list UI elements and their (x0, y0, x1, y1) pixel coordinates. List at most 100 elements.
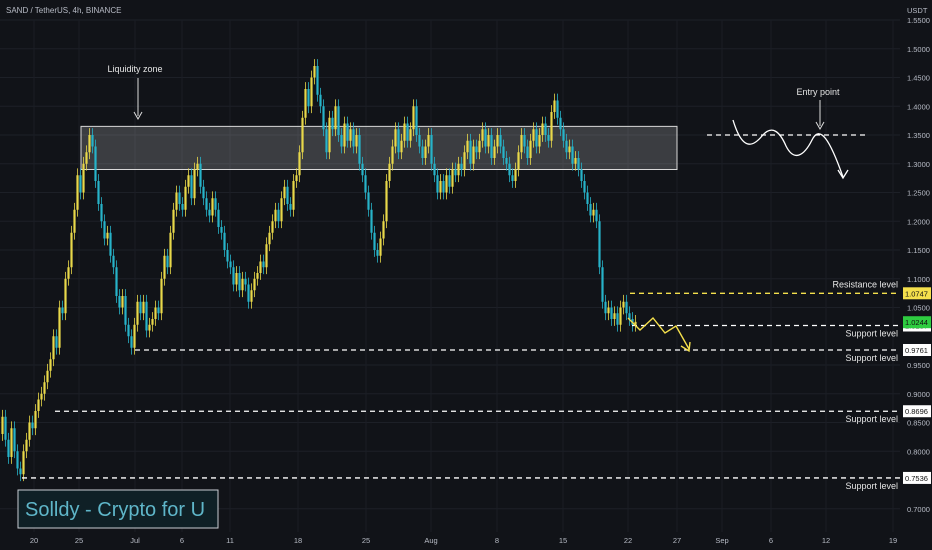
candle-body (586, 192, 589, 204)
candle-body (250, 290, 253, 302)
y-tick-label: 1.5000 (907, 45, 930, 54)
candle-body (595, 209, 598, 222)
candle-body (577, 158, 580, 170)
candle-body (508, 163, 511, 176)
y-tick-label: 0.9000 (907, 390, 930, 399)
candle-body (511, 175, 514, 181)
candle-body (529, 140, 532, 158)
candle-body (172, 209, 175, 233)
candle-body (436, 175, 439, 193)
candle-body (484, 129, 487, 147)
candle-body (79, 175, 82, 193)
level-price-tag-text: 0.7536 (905, 474, 928, 483)
candle-body (490, 135, 493, 158)
level-price-tag (903, 405, 931, 418)
candle-body (43, 382, 46, 394)
y-tick-label: 1.4000 (907, 102, 930, 111)
candle-body (547, 135, 550, 141)
candle-body (448, 175, 451, 187)
candle-body (331, 117, 334, 130)
candle-body (253, 278, 256, 291)
level-price-tag (903, 343, 931, 356)
candle-body (289, 204, 292, 210)
candle-body (400, 140, 403, 153)
projection-arrow-head (680, 341, 691, 353)
candle-body (34, 411, 37, 429)
candle-body (277, 209, 280, 222)
candle-body (496, 135, 499, 147)
candle-body (247, 284, 250, 302)
candle-body (193, 169, 196, 199)
candle-body (553, 100, 556, 112)
level-label: Support level (845, 353, 898, 363)
candle-body (328, 117, 331, 153)
candle-body (70, 232, 73, 268)
entry-point-arrow-head (815, 121, 825, 131)
candle-body (145, 301, 148, 331)
candle-body (7, 439, 10, 457)
candle-body (625, 301, 628, 314)
candle-body (148, 324, 151, 331)
candle-body (109, 232, 112, 256)
candle-body (502, 146, 505, 158)
liquidity-zone-arrow-head (133, 111, 143, 121)
candle-body (472, 146, 475, 164)
y-tick-label: 1.2500 (907, 189, 930, 198)
candle-body (280, 198, 283, 222)
candle-body (19, 468, 22, 475)
candle-body (67, 267, 70, 279)
candle-body (130, 336, 133, 348)
candle-body (346, 123, 349, 141)
candle-body (460, 163, 463, 170)
candle-body (85, 152, 88, 164)
candle-body (73, 209, 76, 233)
candle-body (514, 169, 517, 181)
candle-body (241, 278, 244, 291)
y-tick-label: 1.4500 (907, 74, 930, 83)
y-tick-label: 0.8500 (907, 419, 930, 428)
candle-body (166, 255, 169, 268)
candle-body (415, 106, 418, 135)
candle-body (31, 422, 34, 429)
candle-body (154, 307, 157, 319)
candle-body (64, 278, 67, 314)
candle-body (286, 186, 289, 204)
candle-body (406, 123, 409, 141)
candle-body (259, 261, 262, 273)
candle-body (565, 140, 568, 153)
candle-body (370, 209, 373, 233)
y-tick-label: 1.3500 (907, 131, 930, 140)
candle-body (238, 273, 241, 291)
candle-body (517, 152, 520, 170)
candle-body (52, 336, 55, 360)
projection-zigzag (627, 316, 690, 350)
candle-body (196, 163, 199, 170)
candle-body (58, 307, 61, 348)
level-price-tag-text: 1.0747 (905, 289, 928, 298)
candle-body (439, 181, 442, 193)
level-price-tag (903, 471, 931, 484)
candle-body (295, 175, 298, 181)
candle-body (394, 129, 397, 147)
candle-body (106, 232, 109, 239)
candle-body (403, 123, 406, 141)
candle-body (100, 204, 103, 222)
x-tick-label: 8 (495, 536, 499, 545)
candle-body (217, 209, 220, 227)
x-tick-label: Jul (130, 536, 140, 545)
candle-body (373, 232, 376, 250)
candle-body (379, 238, 382, 256)
candle-body (118, 296, 121, 308)
watermark-text: Solldy - Crypto for U (25, 499, 205, 521)
x-tick-label: 18 (294, 536, 302, 545)
candle-body (232, 267, 235, 285)
candle-body (82, 163, 85, 193)
y-tick-label: 1.2000 (907, 217, 930, 226)
candle-body (430, 135, 433, 164)
x-tick-label: 25 (362, 536, 370, 545)
candle-body (22, 451, 25, 475)
y-tick-label: 1.0500 (907, 304, 930, 313)
candle-body (364, 175, 367, 193)
